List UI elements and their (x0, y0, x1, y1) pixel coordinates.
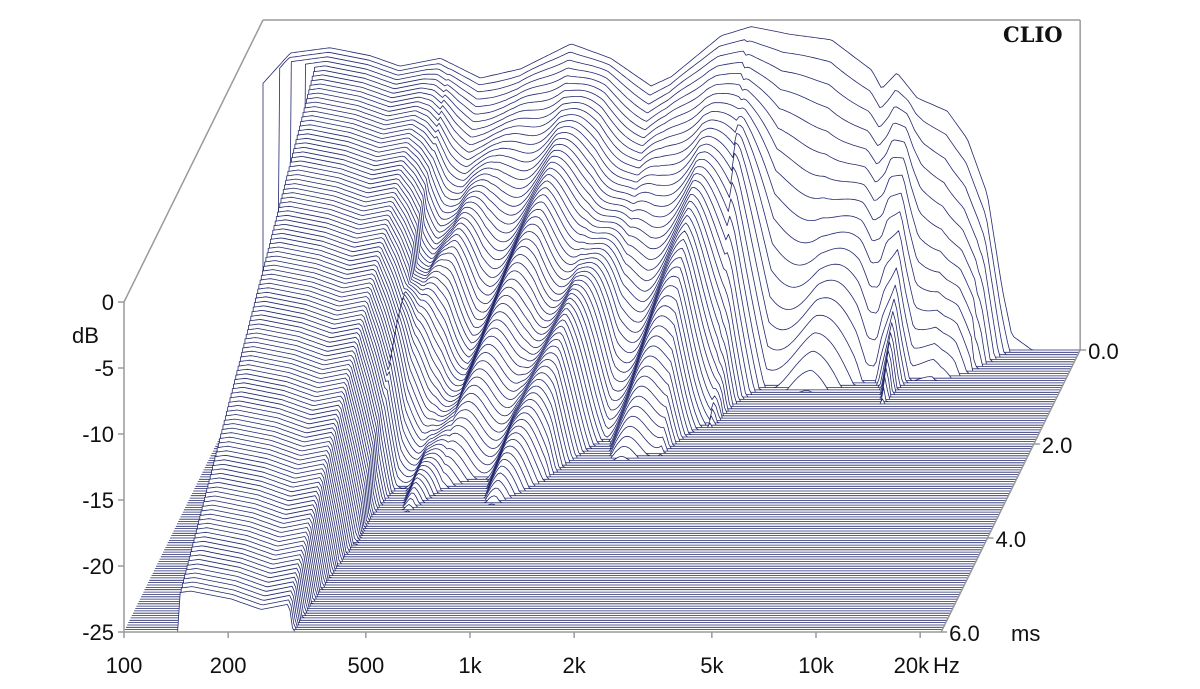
y-tick-label: -20 (82, 554, 114, 579)
z-tick-label: 4.0 (995, 527, 1026, 552)
x-tick-label: 500 (347, 653, 384, 678)
decay-slices (123, 26, 1081, 633)
x-tick-label: 100 (106, 653, 143, 678)
y-tick-label: -5 (94, 356, 114, 381)
y-tick-label: -15 (82, 488, 114, 513)
z-axis-line (940, 349, 1081, 633)
decay-slice-51 (203, 278, 1022, 471)
brand-logo-text: CLIO (1003, 22, 1063, 47)
x-tick-label: 200 (210, 653, 247, 678)
x-axis-unit: Hz (933, 653, 960, 678)
axes: 0 -5 -10 -15 -20 -25 100 200 500 1k 2k 5k 10k 20k 0.0 2… (82, 290, 1119, 678)
z-tick-label: 0.0 (1088, 339, 1119, 364)
z-tick-label: 2.0 (1042, 433, 1073, 458)
x-tick-label: 20k (894, 653, 930, 678)
frame-left-edge (123, 19, 264, 303)
y-tick-label: -25 (82, 620, 114, 645)
x-tick-label: 5k (700, 653, 724, 678)
x-tick-label: 1k (458, 653, 482, 678)
y-tick-label: -10 (82, 422, 114, 447)
x-tick-label: 2k (563, 653, 587, 678)
z-axis-unit: ms (1011, 621, 1040, 646)
plot-frame (123, 19, 1081, 350)
y-tick-label: 0 (102, 290, 114, 315)
y-axis-label: dB (72, 323, 99, 348)
z-tick-label: 6.0 (949, 621, 980, 646)
x-tick-label: 10k (798, 653, 834, 678)
